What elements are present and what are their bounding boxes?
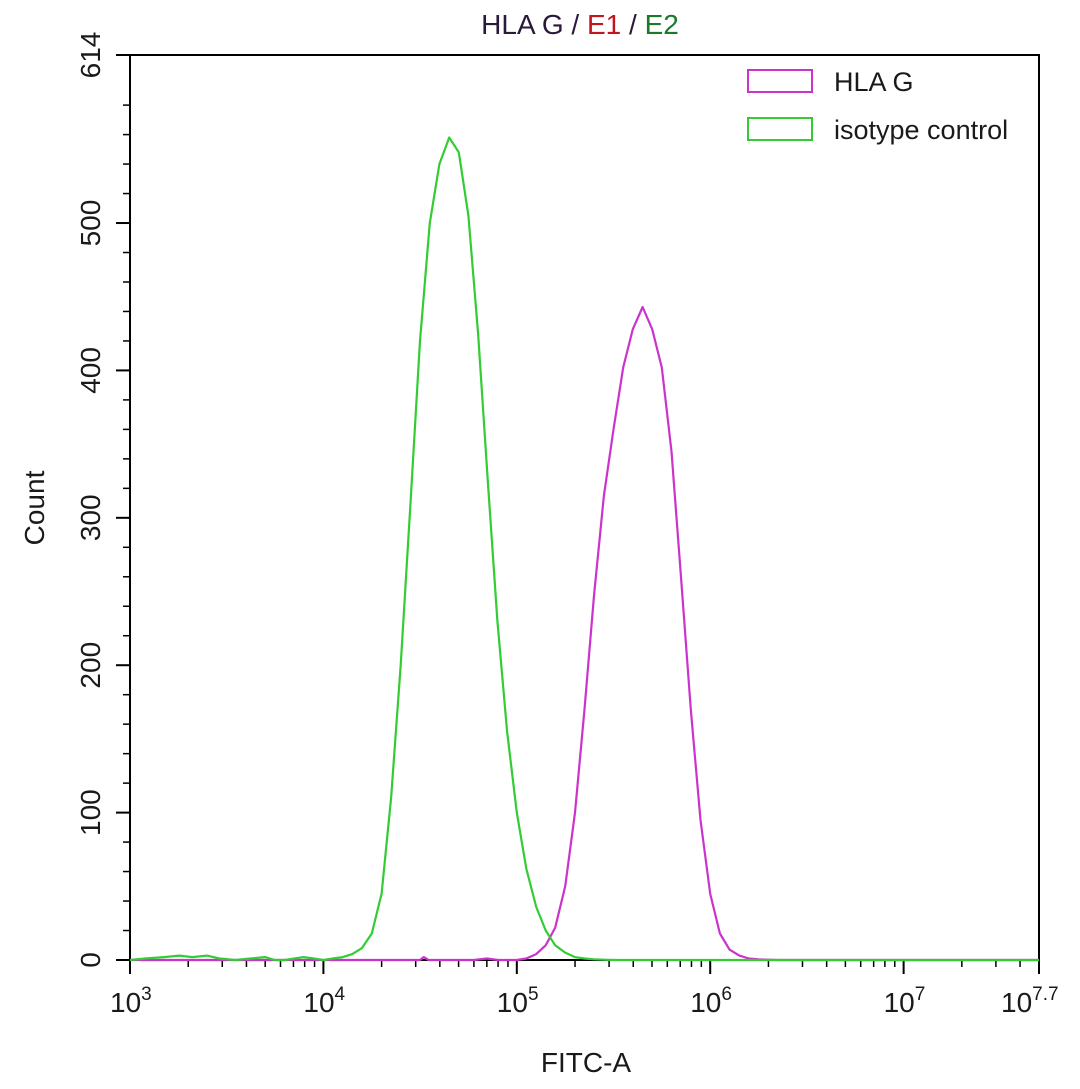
plot-frame xyxy=(129,54,1040,961)
legend-swatch-hla-g xyxy=(747,69,813,93)
x-tick-label: 104 xyxy=(303,984,345,1018)
legend: HLA G isotype control xyxy=(747,67,1008,145)
series-line-isotype-control xyxy=(129,136,1039,962)
series-line-hla-g xyxy=(130,305,1039,962)
x-tick-label: 103 xyxy=(110,984,152,1018)
x-tick-label: 105 xyxy=(497,984,539,1018)
x-axis: 103 104 105 106 107 107.7 xyxy=(110,960,1059,1018)
title-hla-g: HLA G xyxy=(481,9,563,40)
y-tick-label: 200 xyxy=(75,642,106,689)
chart-title: HLA G / E1 / E2 xyxy=(481,9,679,40)
y-tick-label: 400 xyxy=(75,347,106,394)
y-tick-label: 0 xyxy=(75,952,106,968)
title-sep-1: / xyxy=(571,9,587,40)
legend-label-hla-g: HLA G xyxy=(834,67,914,97)
y-tick-label: 300 xyxy=(75,494,106,541)
x-tick-label: 106 xyxy=(690,984,732,1018)
x-tick-label: 107 xyxy=(884,984,926,1018)
title-e2: E2 xyxy=(645,9,679,40)
title-e1: E1 xyxy=(587,9,621,40)
x-tick-label: 107.7 xyxy=(1001,984,1059,1018)
y-axis-label: Count xyxy=(19,470,50,545)
series-layer xyxy=(129,136,1039,962)
legend-label-isotype-control: isotype control xyxy=(834,115,1008,145)
y-axis: 0 100 200 300 400 500 614 xyxy=(75,32,130,968)
y-tick-label: 500 xyxy=(75,200,106,247)
legend-swatch-isotype-control xyxy=(747,117,813,141)
x-axis-label: FITC-A xyxy=(541,1047,632,1078)
y-tick-label: 100 xyxy=(75,789,106,836)
y-tick-label: 614 xyxy=(75,32,106,79)
title-sep-2: / xyxy=(629,9,645,40)
